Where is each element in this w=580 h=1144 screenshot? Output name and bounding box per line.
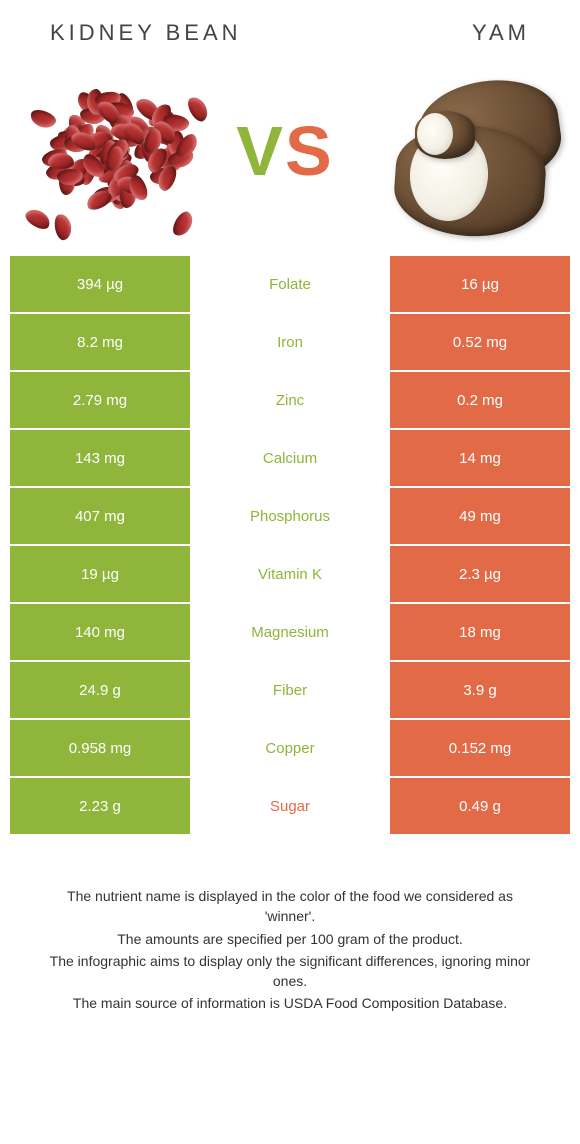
right-value: 2.3 µg bbox=[390, 546, 570, 604]
left-value: 2.23 g bbox=[10, 778, 190, 836]
nutrient-label: Calcium bbox=[190, 430, 390, 488]
nutrient-label: Magnesium bbox=[190, 604, 390, 662]
nutrient-label: Sugar bbox=[190, 778, 390, 836]
vs-v: V bbox=[236, 111, 285, 191]
title-left: KIDNEY BEAN bbox=[50, 20, 242, 46]
nutrient-row: 0.958 mgCopper0.152 mg bbox=[10, 720, 570, 778]
nutrient-row: 140 mgMagnesium18 mg bbox=[10, 604, 570, 662]
vs-label: VS bbox=[236, 111, 333, 191]
left-value: 143 mg bbox=[10, 430, 190, 488]
right-value: 49 mg bbox=[390, 488, 570, 546]
left-value: 24.9 g bbox=[10, 662, 190, 720]
left-value: 0.958 mg bbox=[10, 720, 190, 778]
nutrient-row: 394 µgFolate16 µg bbox=[10, 256, 570, 314]
nutrient-label: Copper bbox=[190, 720, 390, 778]
footnote-line: The amounts are specified per 100 gram o… bbox=[40, 929, 540, 949]
nutrient-row: 24.9 gFiber3.9 g bbox=[10, 662, 570, 720]
yam-image bbox=[360, 71, 560, 231]
right-value: 16 µg bbox=[390, 256, 570, 314]
nutrient-row: 2.23 gSugar0.49 g bbox=[10, 778, 570, 836]
nutrient-label: Folate bbox=[190, 256, 390, 314]
nutrient-label: Iron bbox=[190, 314, 390, 372]
left-value: 2.79 mg bbox=[10, 372, 190, 430]
nutrient-row: 8.2 mgIron0.52 mg bbox=[10, 314, 570, 372]
nutrient-row: 19 µgVitamin K2.3 µg bbox=[10, 546, 570, 604]
left-value: 407 mg bbox=[10, 488, 190, 546]
right-value: 0.152 mg bbox=[390, 720, 570, 778]
title-right: YAM bbox=[472, 20, 530, 46]
right-value: 18 mg bbox=[390, 604, 570, 662]
right-value: 0.2 mg bbox=[390, 372, 570, 430]
nutrient-label: Phosphorus bbox=[190, 488, 390, 546]
right-value: 0.52 mg bbox=[390, 314, 570, 372]
left-value: 140 mg bbox=[10, 604, 190, 662]
right-value: 0.49 g bbox=[390, 778, 570, 836]
nutrient-row: 143 mgCalcium14 mg bbox=[10, 430, 570, 488]
right-value: 14 mg bbox=[390, 430, 570, 488]
kidney-bean-image bbox=[20, 71, 210, 231]
vs-s: S bbox=[285, 111, 334, 191]
nutrient-label: Fiber bbox=[190, 662, 390, 720]
nutrient-label: Zinc bbox=[190, 372, 390, 430]
nutrient-label: Vitamin K bbox=[190, 546, 390, 604]
nutrient-table: 394 µgFolate16 µg8.2 mgIron0.52 mg2.79 m… bbox=[10, 256, 570, 836]
hero-row: VS bbox=[10, 61, 570, 256]
nutrient-row: 2.79 mgZinc0.2 mg bbox=[10, 372, 570, 430]
header: KIDNEY BEAN YAM bbox=[10, 20, 570, 61]
left-value: 8.2 mg bbox=[10, 314, 190, 372]
left-value: 394 µg bbox=[10, 256, 190, 314]
nutrient-row: 407 mgPhosphorus49 mg bbox=[10, 488, 570, 546]
right-value: 3.9 g bbox=[390, 662, 570, 720]
footnotes: The nutrient name is displayed in the co… bbox=[10, 836, 570, 1014]
footnote-line: The infographic aims to display only the… bbox=[40, 951, 540, 992]
footnote-line: The main source of information is USDA F… bbox=[40, 993, 540, 1013]
left-value: 19 µg bbox=[10, 546, 190, 604]
footnote-line: The nutrient name is displayed in the co… bbox=[40, 886, 540, 927]
